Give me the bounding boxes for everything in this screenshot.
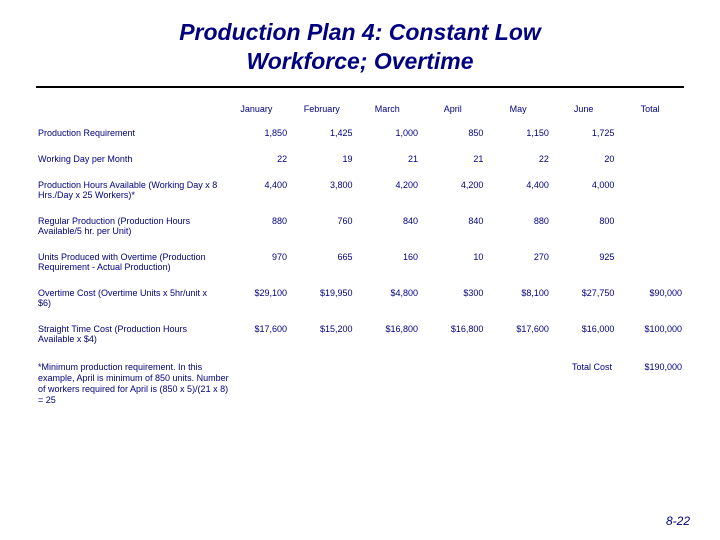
data-table-container: January February March April May June To…: [0, 88, 720, 352]
title-line-2: Workforce; Overtime: [246, 48, 473, 74]
col-header: March: [355, 98, 420, 120]
table-row: Production Requirement1,8501,4251,000850…: [36, 120, 684, 146]
row-label: Production Hours Available (Working Day …: [36, 172, 224, 208]
data-cell: 970: [224, 244, 289, 280]
col-header: January: [224, 98, 289, 120]
data-cell: 3,800: [289, 172, 354, 208]
data-cell: $90,000: [616, 280, 684, 316]
data-cell: 880: [224, 208, 289, 244]
data-cell: 4,200: [420, 172, 485, 208]
data-cell: 21: [420, 146, 485, 172]
data-cell: $300: [420, 280, 485, 316]
table-row: Units Produced with Overtime (Production…: [36, 244, 684, 280]
slide-title: Production Plan 4: Constant Low Workforc…: [0, 0, 720, 82]
col-header: June: [551, 98, 616, 120]
total-cost-value: $190,000: [614, 352, 684, 415]
data-cell: 4,000: [551, 172, 616, 208]
data-cell: 1,150: [485, 120, 550, 146]
data-cell: $4,800: [355, 280, 420, 316]
table-row: Regular Production (Production Hours Ava…: [36, 208, 684, 244]
data-cell: 20: [551, 146, 616, 172]
table-header-row: January February March April May June To…: [36, 98, 684, 120]
data-cell: 840: [355, 208, 420, 244]
data-cell: $15,200: [289, 316, 354, 352]
data-cell: $16,000: [551, 316, 616, 352]
col-header: May: [485, 98, 550, 120]
row-label: Overtime Cost (Overtime Units x 5hr/unit…: [36, 280, 224, 316]
data-cell: 925: [551, 244, 616, 280]
data-cell: 19: [289, 146, 354, 172]
table-row: Working Day per Month221921212220: [36, 146, 684, 172]
header-blank: [36, 98, 224, 120]
col-header: Total: [616, 98, 684, 120]
table-row: Straight Time Cost (Production Hours Ava…: [36, 316, 684, 352]
data-cell: $17,600: [485, 316, 550, 352]
data-cell: $100,000: [616, 316, 684, 352]
data-cell: $29,100: [224, 280, 289, 316]
data-cell: $19,950: [289, 280, 354, 316]
title-line-1: Production Plan 4: Constant Low: [179, 19, 541, 45]
table-row: Overtime Cost (Overtime Units x 5hr/unit…: [36, 280, 684, 316]
row-label: Units Produced with Overtime (Production…: [36, 244, 224, 280]
data-cell: [616, 244, 684, 280]
page-number: 8-22: [666, 514, 690, 528]
data-cell: 160: [355, 244, 420, 280]
data-cell: $8,100: [485, 280, 550, 316]
data-cell: 760: [289, 208, 354, 244]
data-cell: 1,425: [289, 120, 354, 146]
data-cell: $27,750: [551, 280, 616, 316]
data-cell: 1,000: [355, 120, 420, 146]
data-cell: 840: [420, 208, 485, 244]
data-cell: 10: [420, 244, 485, 280]
data-cell: 21: [355, 146, 420, 172]
data-cell: [616, 172, 684, 208]
data-cell: $17,600: [224, 316, 289, 352]
data-cell: 4,400: [224, 172, 289, 208]
data-cell: $16,800: [355, 316, 420, 352]
table-row: Production Hours Available (Working Day …: [36, 172, 684, 208]
footer-table: *Minimum production requirement. In this…: [36, 352, 684, 415]
data-cell: 22: [485, 146, 550, 172]
data-cell: 4,400: [485, 172, 550, 208]
data-cell: [616, 120, 684, 146]
data-cell: [616, 146, 684, 172]
data-cell: 22: [224, 146, 289, 172]
data-cell: 1,725: [551, 120, 616, 146]
row-label: Straight Time Cost (Production Hours Ava…: [36, 316, 224, 352]
data-cell: 800: [551, 208, 616, 244]
data-cell: 665: [289, 244, 354, 280]
row-label: Working Day per Month: [36, 146, 224, 172]
data-cell: 270: [485, 244, 550, 280]
row-label: Production Requirement: [36, 120, 224, 146]
total-cost-label: Total Cost: [534, 352, 614, 415]
col-header: April: [420, 98, 485, 120]
data-cell: [616, 208, 684, 244]
data-cell: $16,800: [420, 316, 485, 352]
data-cell: 850: [420, 120, 485, 146]
production-table: January February March April May June To…: [36, 98, 684, 352]
footnote-text: *Minimum production requirement. In this…: [36, 352, 236, 415]
spacer: [236, 352, 534, 415]
data-cell: 880: [485, 208, 550, 244]
data-cell: 1,850: [224, 120, 289, 146]
data-cell: 4,200: [355, 172, 420, 208]
col-header: February: [289, 98, 354, 120]
row-label: Regular Production (Production Hours Ava…: [36, 208, 224, 244]
